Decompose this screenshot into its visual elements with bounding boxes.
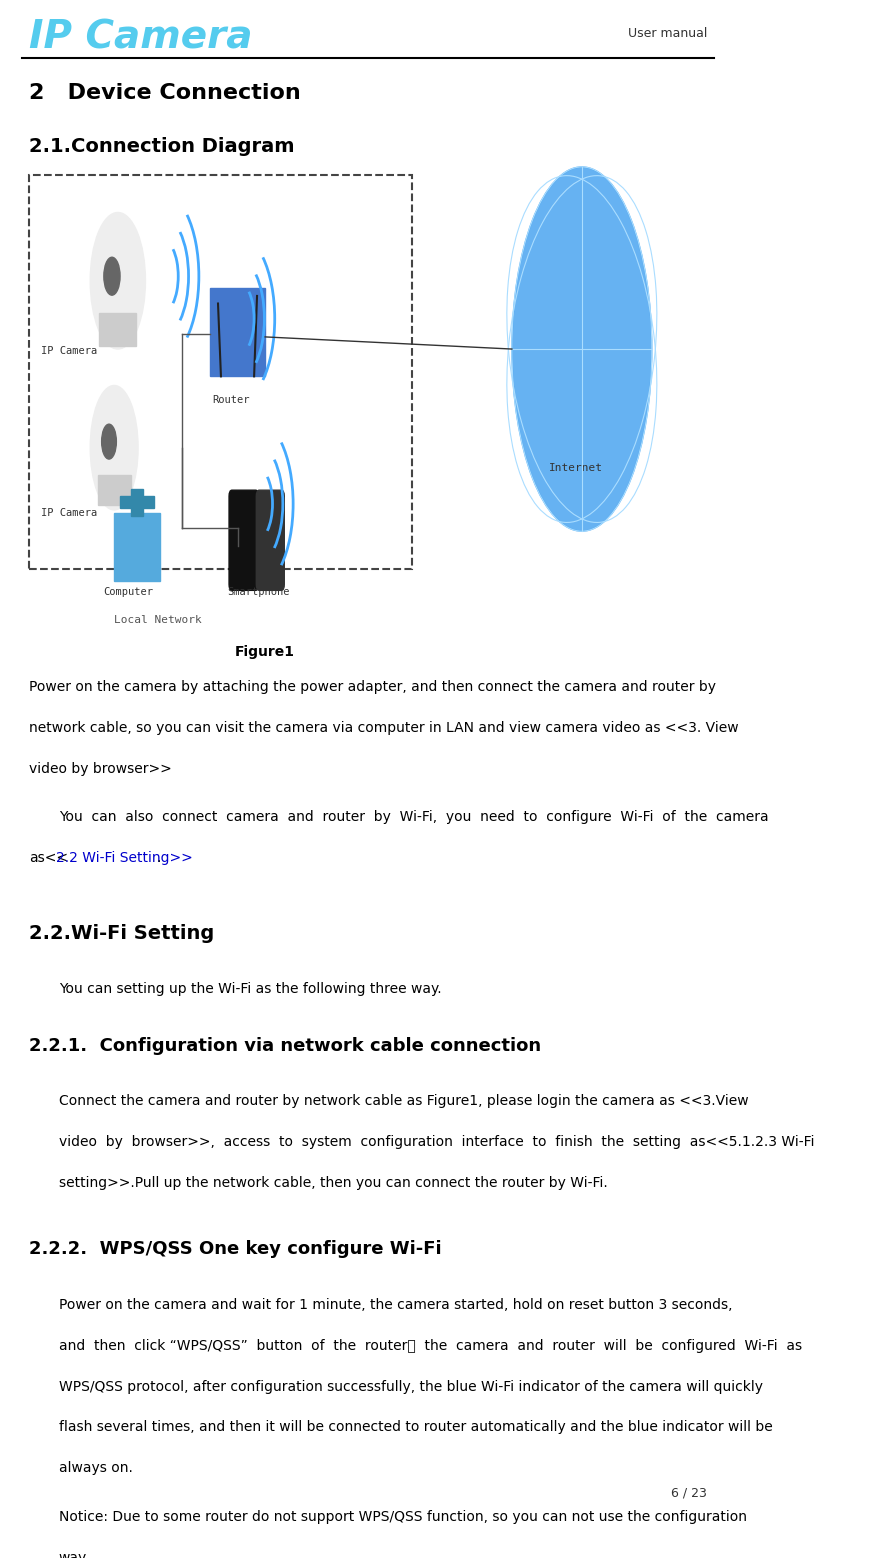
Text: Local Network: Local Network xyxy=(114,615,202,625)
Text: setting>>.Pull up the network cable, then you can connect the router by Wi-Fi.: setting>>.Pull up the network cable, the… xyxy=(59,1176,608,1190)
Text: video by browser>>: video by browser>> xyxy=(30,762,172,776)
Text: 2.2.2.  WPS/QSS One key configure Wi-Fi: 2.2.2. WPS/QSS One key configure Wi-Fi xyxy=(30,1240,442,1257)
Bar xyxy=(120,497,154,508)
Text: always on.: always on. xyxy=(59,1461,132,1475)
Text: and  then  click “WPS/QSS”  button  of  the  router，  the  camera  and  router  : and then click “WPS/QSS” button of the r… xyxy=(59,1338,802,1352)
Bar xyxy=(132,489,143,516)
Text: Power on the camera and wait for 1 minute, the camera started, hold on reset but: Power on the camera and wait for 1 minut… xyxy=(59,1298,733,1312)
Text: .: . xyxy=(157,851,161,865)
Text: as<<: as<< xyxy=(30,851,69,865)
Bar xyxy=(98,475,132,505)
Text: IP Camera: IP Camera xyxy=(41,508,97,519)
Bar xyxy=(30,174,413,569)
Text: Notice: Due to some router do not support WPS/QSS function, so you can not use t: Notice: Due to some router do not suppor… xyxy=(59,1510,747,1524)
Text: 2.2.Wi-Fi Setting: 2.2.Wi-Fi Setting xyxy=(30,924,215,943)
Text: WPS/QSS protocol, after configuration successfully, the blue Wi-Fi indicator of : WPS/QSS protocol, after configuration su… xyxy=(59,1379,763,1393)
Text: flash several times, and then it will be connected to router automatically and t: flash several times, and then it will be… xyxy=(59,1421,773,1435)
Text: Router: Router xyxy=(213,394,250,405)
FancyBboxPatch shape xyxy=(256,491,284,590)
Text: 6 / 23: 6 / 23 xyxy=(672,1486,707,1499)
Ellipse shape xyxy=(512,167,652,531)
Text: You can setting up the Wi-Fi as the following three way.: You can setting up the Wi-Fi as the foll… xyxy=(59,982,442,996)
Text: Smartphone: Smartphone xyxy=(226,587,289,597)
Bar xyxy=(210,288,265,377)
Bar xyxy=(114,513,159,581)
Text: Figure1: Figure1 xyxy=(235,645,295,659)
Ellipse shape xyxy=(91,212,145,349)
Text: video  by  browser>>,  access  to  system  configuration  interface  to  finish : video by browser>>, access to system con… xyxy=(59,1136,814,1150)
Bar xyxy=(99,313,136,346)
Ellipse shape xyxy=(102,424,117,460)
Text: IP Camera: IP Camera xyxy=(41,346,97,357)
Ellipse shape xyxy=(91,385,138,509)
FancyBboxPatch shape xyxy=(229,491,259,590)
Text: Power on the camera by attaching the power adapter, and then connect the camera : Power on the camera by attaching the pow… xyxy=(30,679,717,693)
Text: IP Camera: IP Camera xyxy=(30,19,253,56)
Ellipse shape xyxy=(104,257,120,294)
Text: User manual: User manual xyxy=(628,28,707,41)
Text: Computer: Computer xyxy=(103,587,153,597)
Text: 2   Device Connection: 2 Device Connection xyxy=(30,84,301,103)
Text: Connect the camera and router by network cable as Figure1, please login the came: Connect the camera and router by network… xyxy=(59,1094,748,1108)
Text: 2.2.1.  Configuration via network cable connection: 2.2.1. Configuration via network cable c… xyxy=(30,1036,542,1055)
Text: 2.2 Wi-Fi Setting>>: 2.2 Wi-Fi Setting>> xyxy=(56,851,192,865)
Text: network cable, so you can visit the camera via computer in LAN and view camera v: network cable, so you can visit the came… xyxy=(30,721,739,735)
Text: 2.1.Connection Diagram: 2.1.Connection Diagram xyxy=(30,137,295,156)
Text: Internet: Internet xyxy=(549,463,603,474)
Text: You  can  also  connect  camera  and  router  by  Wi-Fi,  you  need  to  configu: You can also connect camera and router b… xyxy=(59,810,768,824)
Text: way.: way. xyxy=(59,1552,90,1558)
